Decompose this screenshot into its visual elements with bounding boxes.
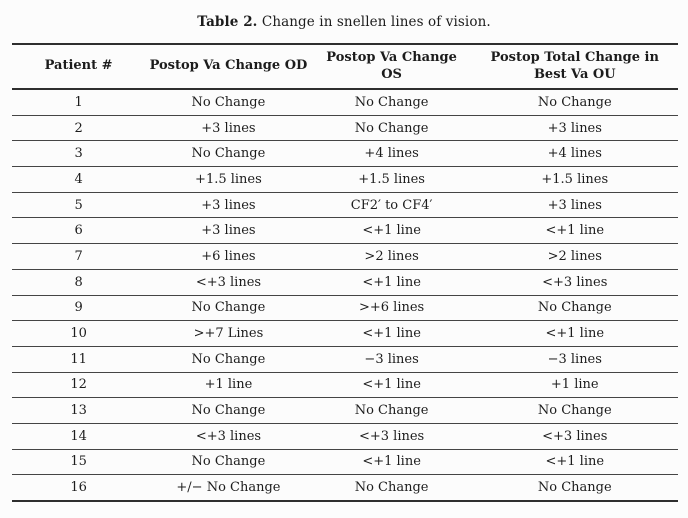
table-row: 6 +3 lines <+1 line <+1 line	[12, 218, 678, 244]
total-change-ou-cell: −3 lines	[547, 351, 602, 367]
va-change-od-cell: +6 lines	[201, 248, 256, 264]
patient-number-cell: 8	[74, 274, 83, 290]
va-change-od-cell: <+3 lines	[195, 428, 262, 444]
patient-number-cell: 7	[74, 248, 83, 264]
table-row: 1 No Change No Change No Change	[12, 89, 678, 116]
va-change-os-cell: No Change	[354, 120, 429, 136]
va-change-os-cell: No Change	[354, 403, 429, 419]
va-change-os-cell: +1.5 lines	[358, 171, 425, 187]
va-change-od-cell: +3 lines	[201, 120, 256, 136]
table-row: 15 No Change <+1 line <+1 line	[12, 449, 678, 475]
table-row: 9 No Change >+6 lines No Change	[12, 295, 678, 321]
patient-number-cell: 4	[74, 171, 83, 187]
column-header-patient: Patient #	[44, 58, 113, 74]
va-change-os-cell: >+6 lines	[358, 300, 425, 316]
va-change-os-cell: <+3 lines	[358, 428, 425, 444]
total-change-ou-cell: <+3 lines	[542, 274, 608, 290]
table-caption-text: Change in snellen lines of vision.	[257, 14, 491, 30]
patient-number-cell: 3	[74, 146, 83, 162]
total-change-ou-cell: No Change	[537, 403, 612, 419]
patient-number-cell: 1	[74, 94, 83, 110]
table-row: 7 +6 lines >2 lines >2 lines	[12, 244, 678, 270]
patient-number-cell: 15	[70, 454, 87, 470]
patient-number-cell: 14	[70, 428, 87, 444]
table-row: 14 <+3 lines <+3 lines <+3 lines	[12, 423, 678, 450]
va-change-os-cell: <+1 line	[362, 223, 421, 239]
total-change-ou-cell: No Change	[537, 480, 612, 496]
total-change-ou-cell: No Change	[537, 94, 612, 110]
table-row: 8 <+3 lines <+1 line <+3 lines	[12, 269, 678, 295]
patient-number-cell: 13	[70, 403, 87, 419]
total-change-ou-cell: +3 lines	[547, 197, 602, 213]
table-row: 4 +1.5 lines +1.5 lines +1.5 lines	[12, 167, 678, 193]
va-change-os-cell: No Change	[354, 480, 429, 496]
va-change-os-cell: <+1 line	[362, 454, 421, 470]
total-change-ou-cell: +1.5 lines	[541, 171, 609, 187]
table-row: 3 No Change +4 lines +4 lines	[12, 141, 678, 167]
total-change-ou-cell: +3 lines	[547, 120, 602, 136]
patient-number-cell: 6	[74, 223, 83, 239]
header-row: Patient # Postop Va Change OD Postop Va …	[12, 44, 678, 89]
patient-number-cell: 10	[70, 326, 87, 342]
va-change-os-cell: −3 lines	[364, 351, 419, 367]
patient-number-cell: 2	[74, 120, 83, 136]
total-change-ou-cell: <+3 lines	[542, 428, 608, 444]
va-change-os-cell: >2 lines	[364, 248, 419, 264]
va-change-od-cell: No Change	[191, 351, 266, 367]
patient-number-cell: 11	[70, 351, 87, 367]
va-change-os-cell: <+1 line	[362, 326, 421, 342]
va-change-od-cell: No Change	[191, 146, 266, 162]
table-header: Patient # Postop Va Change OD Postop Va …	[12, 44, 678, 89]
total-change-ou-cell: <+1 line	[545, 223, 605, 239]
patient-number-cell: 5	[74, 197, 83, 213]
column-header-va-change-os: Postop Va Change OS	[326, 50, 457, 82]
table-caption-label: Table 2.	[197, 14, 258, 30]
va-change-od-cell: No Change	[191, 403, 266, 419]
patient-number-cell: 16	[70, 480, 87, 496]
column-header-total-change-ou: Postop Total Change in Best Va OU	[490, 50, 659, 82]
table-row: 12 +1 line <+1 line +1 line	[12, 372, 678, 398]
total-change-ou-cell: No Change	[537, 300, 612, 316]
column-header-va-change-od: Postop Va Change OD	[149, 58, 308, 74]
patient-number-cell: 9	[74, 300, 83, 316]
table-row: 11 No Change −3 lines −3 lines	[12, 346, 678, 373]
va-change-od-cell: +/− No Change	[176, 480, 281, 496]
va-change-os-cell: No Change	[354, 94, 429, 110]
table-row: 5 +3 lines CF2′ to CF4′ +3 lines	[12, 192, 678, 218]
total-change-ou-cell: <+1 line	[545, 454, 605, 470]
va-change-od-cell: <+3 lines	[195, 274, 262, 290]
va-change-os-cell: <+1 line	[362, 377, 421, 393]
va-change-os-cell: CF2′ to CF4′	[350, 197, 433, 213]
total-change-ou-cell: >2 lines	[547, 248, 602, 264]
patient-number-cell: 12	[70, 377, 87, 393]
total-change-ou-cell: <+1 line	[545, 326, 605, 342]
va-change-od-cell: +3 lines	[201, 197, 256, 213]
table-row: 13 No Change No Change No Change	[12, 398, 678, 424]
table-row: 16 +/− No Change No Change No Change	[12, 475, 678, 501]
va-change-od-cell: >+7 Lines	[193, 326, 264, 342]
va-change-od-cell: No Change	[191, 454, 266, 470]
va-change-od-cell: +1 line	[204, 377, 253, 393]
va-change-os-cell: <+1 line	[362, 274, 421, 290]
va-change-os-cell: +4 lines	[364, 146, 419, 162]
va-change-od-cell: No Change	[191, 94, 266, 110]
va-change-od-cell: +1.5 lines	[195, 171, 262, 187]
total-change-ou-cell: +4 lines	[547, 146, 602, 162]
table-caption: Table 2. Change in snellen lines of visi…	[0, 0, 688, 30]
va-change-od-cell: +3 lines	[201, 223, 256, 239]
table-row: 10 >+7 Lines <+1 line <+1 line	[12, 321, 678, 347]
total-change-ou-cell: +1 line	[550, 377, 599, 393]
table-row: 2 +3 lines No Change +3 lines	[12, 115, 678, 141]
va-change-od-cell: No Change	[191, 300, 266, 316]
snellen-lines-table: Patient # Postop Va Change OD Postop Va …	[12, 43, 678, 502]
table-body: 1 No Change No Change No Change 2 +3 lines No …	[12, 89, 678, 501]
